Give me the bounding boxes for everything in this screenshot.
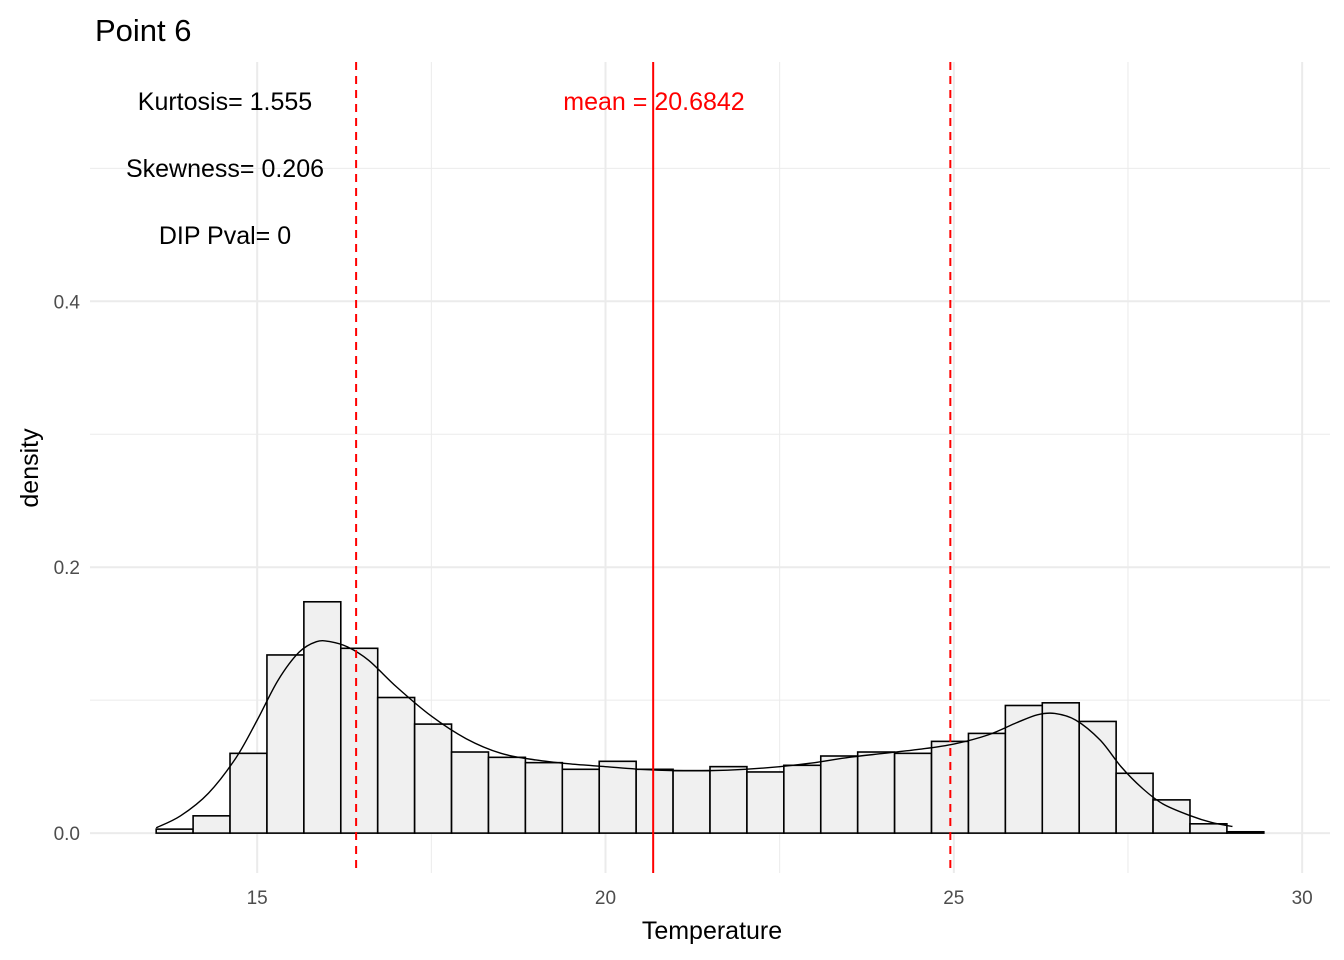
histogram-bar <box>746 771 785 834</box>
histogram-bar <box>856 751 896 834</box>
histogram-bar <box>487 756 527 834</box>
histogram-bar <box>1189 823 1228 834</box>
chart-title: Point 6 <box>95 13 192 48</box>
histogram-bar <box>1226 830 1265 834</box>
y-axis-title: density <box>16 428 44 508</box>
histogram-bar <box>672 769 711 834</box>
x-axis-ticks: 15 20 25 30 <box>247 888 1313 909</box>
histogram-bar <box>524 761 564 834</box>
y-tick-label: 0.0 <box>54 824 80 845</box>
histogram-bar <box>893 752 933 834</box>
y-axis-ticks: 0.0 0.2 0.4 <box>54 292 81 845</box>
skewness-annotation: Skewness= 0.206 <box>126 155 324 183</box>
histogram-bar <box>1004 704 1044 834</box>
histogram-bar <box>709 765 748 834</box>
histogram-bar <box>598 760 637 834</box>
histogram-bar <box>155 828 194 834</box>
x-axis-title: Temperature <box>642 917 782 945</box>
histogram-bar <box>450 751 490 834</box>
histogram-bar <box>783 764 822 834</box>
histogram-bar <box>1115 772 1154 834</box>
reference-lines <box>355 62 952 873</box>
y-tick-label: 0.2 <box>54 558 80 579</box>
x-tick-label: 15 <box>247 888 268 909</box>
histogram-bar <box>1041 702 1081 834</box>
histogram-bar <box>303 600 342 834</box>
density-curve <box>155 639 1233 829</box>
mean-label: mean = 20.6842 <box>563 88 744 116</box>
y-tick-label: 0.4 <box>54 292 81 313</box>
dip-pval-annotation: DIP Pval= 0 <box>159 222 291 250</box>
histogram-bar <box>266 654 305 834</box>
histogram-bar <box>1152 799 1191 834</box>
kurtosis-annotation: Kurtosis= 1.555 <box>138 88 312 116</box>
x-tick-label: 25 <box>943 888 964 909</box>
histogram-bar <box>229 752 268 834</box>
histogram-bar <box>1078 720 1117 834</box>
histogram-bar <box>561 768 601 834</box>
histogram-bar <box>413 723 453 834</box>
histogram-bars <box>155 600 1265 834</box>
histogram-bar <box>339 647 379 834</box>
histogram-bar <box>192 815 231 834</box>
histogram-bar <box>967 732 1007 834</box>
histogram-bar <box>635 768 674 834</box>
histogram-bar <box>376 696 416 834</box>
x-tick-label: 20 <box>595 888 616 909</box>
histogram-bar <box>819 755 859 834</box>
x-tick-label: 30 <box>1292 888 1313 909</box>
